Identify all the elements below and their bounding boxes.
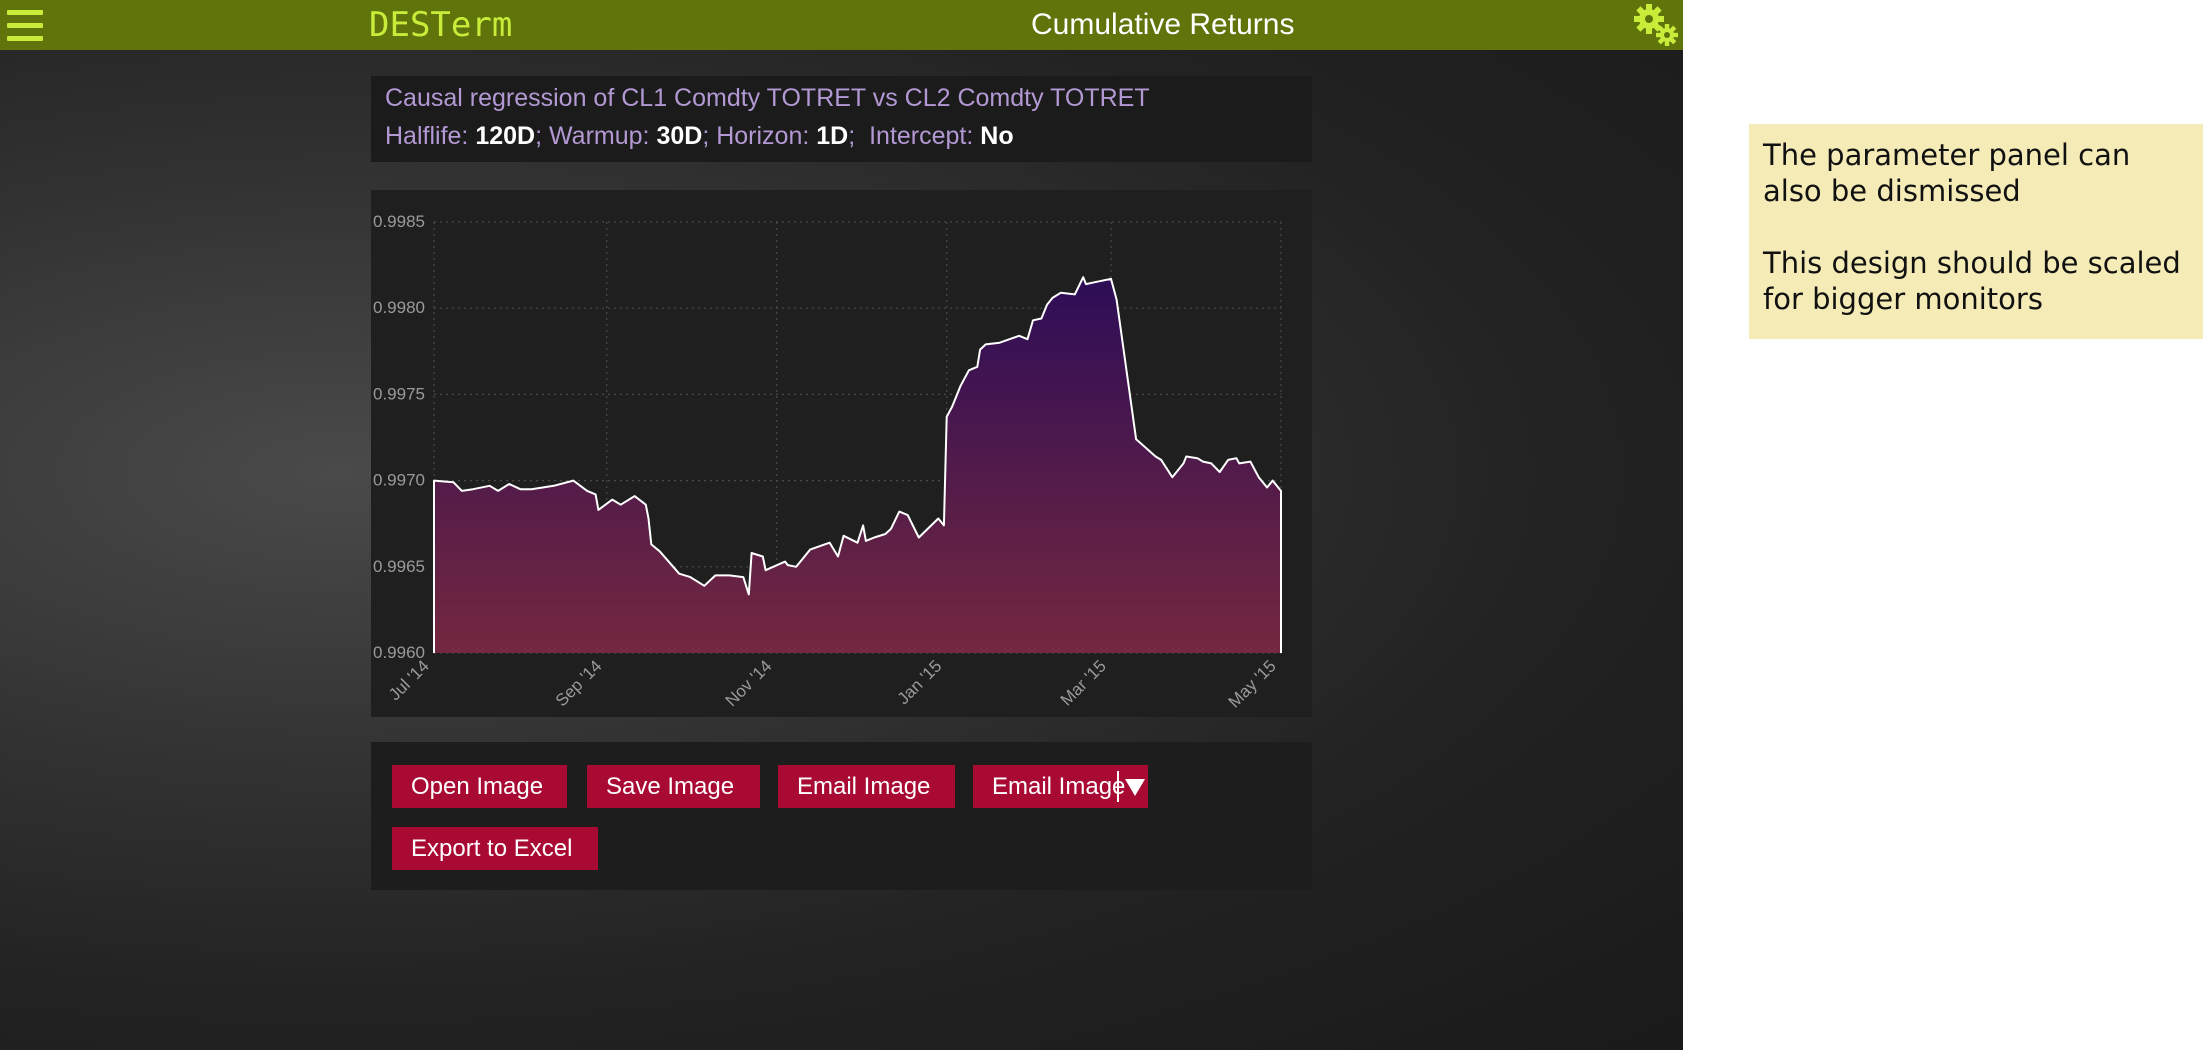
intercept-value: No — [980, 122, 1014, 150]
note-line-1: The parameter panel can also be dismisse… — [1763, 138, 2131, 208]
dropdown-divider — [1117, 771, 1119, 802]
warmup-value: 30D — [656, 122, 703, 150]
x-tick-label: Jan '15 — [894, 656, 946, 708]
email-image-button[interactable]: Email Image — [778, 765, 955, 808]
page-title: Cumulative Returns — [1031, 8, 1295, 41]
y-tick-label: 0.9985 — [373, 212, 425, 231]
annotation-note: The parameter panel can also be dismisse… — [1749, 124, 2203, 339]
horizon-label: Horizon: — [716, 122, 810, 150]
hamburger-menu-icon[interactable] — [7, 10, 43, 42]
separator: ; — [702, 122, 710, 150]
x-tick-label: Jul '14 — [385, 656, 433, 704]
app-brand: DESTerm — [369, 5, 513, 45]
save-image-button[interactable]: Save Image — [587, 765, 760, 808]
parameter-line: Halflife: 120D; Warmup: 30D; Horizon: 1D… — [385, 122, 1014, 151]
y-tick-label: 0.9965 — [373, 557, 425, 576]
horizon-value: 1D — [816, 122, 849, 150]
cumulative-returns-chart: 0.9960 0.9965 0.9970 0.9975 0.9980 0.9985 Jul … — [373, 212, 1282, 712]
email-image-menu-label: Email Image — [992, 773, 1126, 800]
parameter-panel: Causal regression of CL1 Comdty TOTRET v… — [371, 76, 1312, 162]
x-tick-label: May '15 — [1225, 656, 1280, 711]
chart-panel: 0.9960 0.9965 0.9970 0.9975 0.9980 0.9985 Jul … — [371, 190, 1312, 717]
warmup-label: Warmup: — [549, 122, 650, 150]
x-tick-label: Nov '14 — [722, 656, 776, 710]
email-image-menu-button[interactable]: Email Image — [973, 765, 1148, 808]
export-excel-button[interactable]: Export to Excel — [392, 827, 598, 870]
halflife-label: Halflife: — [385, 122, 469, 150]
action-panel: Open Image Save Image Email Image Email … — [371, 742, 1312, 890]
y-tick-label: 0.9970 — [373, 471, 425, 490]
triangle-down-icon[interactable] — [1125, 779, 1145, 796]
app-frame: DESTerm Cumulative Returns — [0, 0, 1683, 1050]
series-line — [433, 276, 1282, 653]
x-tick-label: Mar '15 — [1057, 656, 1110, 709]
x-tick-label: Sep '14 — [552, 656, 606, 710]
note-line-2: This design should be scaled for bigger … — [1763, 246, 2181, 316]
y-tick-label: 0.9975 — [373, 384, 425, 403]
y-tick-label: 0.9960 — [373, 643, 425, 662]
gears-icon[interactable] — [1632, 2, 1680, 48]
y-tick-label: 0.9980 — [373, 298, 425, 317]
intercept-label: Intercept: — [869, 122, 974, 150]
area-fill — [434, 277, 1281, 653]
separator: ; — [535, 122, 543, 150]
regression-title: Causal regression of CL1 Comdty TOTRET v… — [385, 84, 1150, 112]
top-bar: DESTerm Cumulative Returns — [0, 0, 1683, 50]
open-image-button[interactable]: Open Image — [392, 765, 567, 808]
separator: ; — [848, 122, 856, 150]
halflife-value: 120D — [475, 122, 536, 150]
